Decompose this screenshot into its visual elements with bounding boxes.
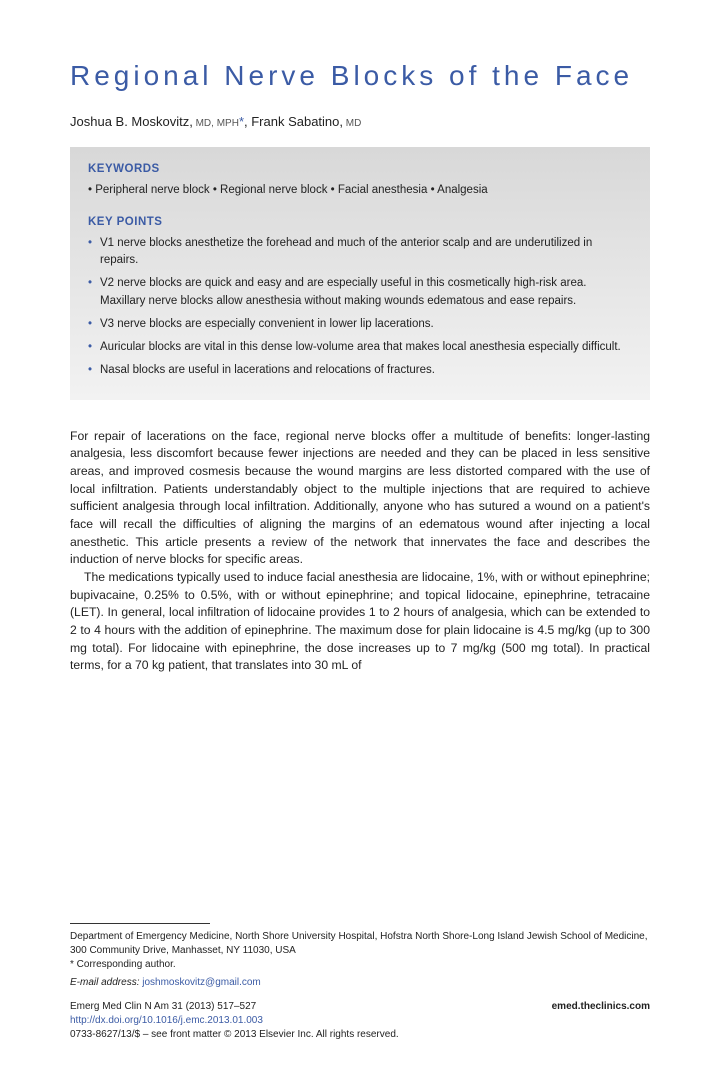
footer-left: Emerg Med Clin N Am 31 (2013) 517–527 ht… [70,1000,263,1028]
keypoint-item: V1 nerve blocks anesthetize the forehead… [88,235,632,270]
keywords-list: • Peripheral nerve block • Regional nerv… [88,182,632,199]
email-link[interactable]: joshmoskovitz@gmail.com [142,977,261,988]
footer-rule [70,923,210,924]
email-label: E-mail address: [70,977,142,988]
body-paragraph: The medications typically used to induce… [70,569,650,675]
doi-link[interactable]: http://dx.doi.org/10.1016/j.emc.2013.01.… [70,1015,263,1026]
author-1-degrees: MD, MPH [193,118,239,129]
keypoint-item: Nasal blocks are useful in lacerations a… [88,362,632,379]
journal-citation: Emerg Med Clin N Am 31 (2013) 517–527 [70,1000,263,1014]
author-1-name: Joshua B. Moskovitz, [70,114,193,129]
article-title: Regional Nerve Blocks of the Face [70,60,650,92]
keypoint-item: Auricular blocks are vital in this dense… [88,339,632,356]
journal-site[interactable]: emed.theclinics.com [552,1000,650,1028]
keypoint-item: V2 nerve blocks are quick and easy and a… [88,275,632,310]
highlights-box: KEYWORDS • Peripheral nerve block • Regi… [70,147,650,400]
keypoints-list: V1 nerve blocks anesthetize the forehead… [88,235,632,380]
keypoint-item: V3 nerve blocks are especially convenien… [88,316,632,333]
author-2-name: Frank Sabatino, [251,114,343,129]
copyright-line: 0733-8627/13/$ – see front matter © 2013… [70,1028,650,1042]
corresponding-note: * Corresponding author. [70,958,650,972]
affiliation-text: Department of Emergency Medicine, North … [70,930,650,958]
body-paragraph: For repair of lacerations on the face, r… [70,428,650,570]
article-footer: Department of Emergency Medicine, North … [70,923,650,1042]
article-body: For repair of lacerations on the face, r… [70,428,650,676]
email-line: E-mail address: joshmoskovitz@gmail.com [70,976,650,990]
author-line: Joshua B. Moskovitz, MD, MPH*, Frank Sab… [70,114,650,129]
keypoints-heading: KEY POINTS [88,214,632,231]
keywords-heading: KEYWORDS [88,161,632,178]
author-2-degrees: MD [343,118,361,129]
